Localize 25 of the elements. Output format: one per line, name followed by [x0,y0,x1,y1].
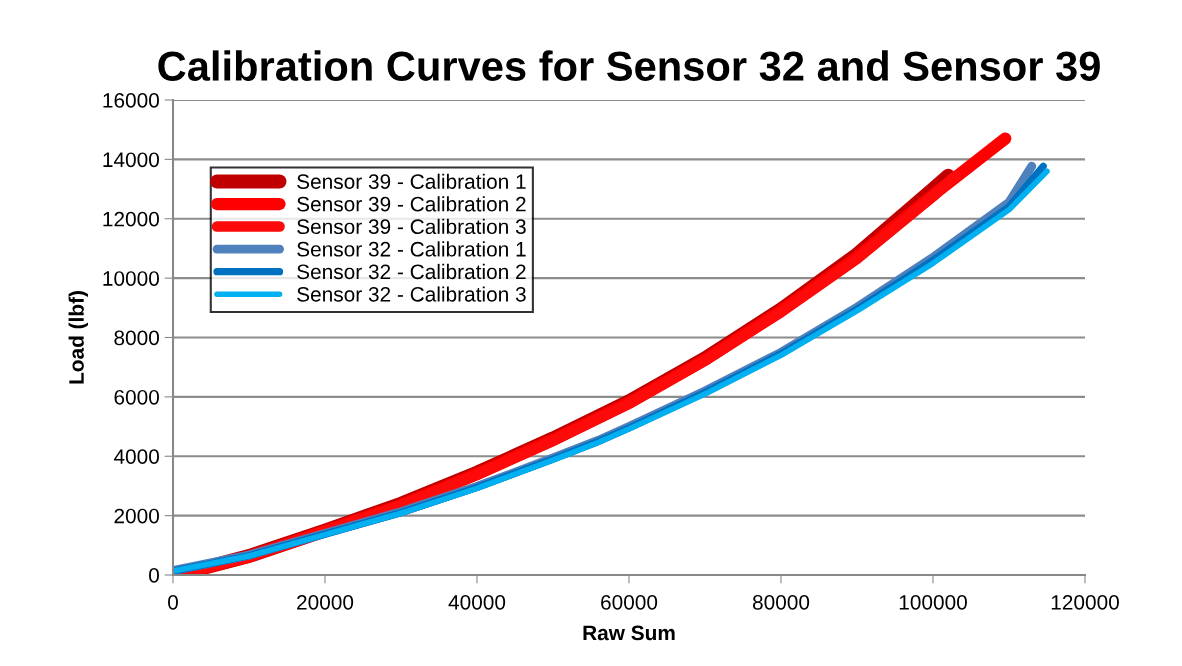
x-axis-title: Raw Sum [583,625,675,641]
y-tick-label: 2000 [114,508,159,524]
y-axis-title: Load (lbf) [68,291,88,384]
y-tick-label: 0 [149,568,159,583]
y-tick-label: 4000 [113,449,159,464]
y-tick-label: 6000 [114,389,159,405]
y-tick-label: 10000 [103,271,159,286]
y-tick-label: 14000 [103,152,159,168]
y-tick-label: 8000 [114,330,159,346]
legend-label: Sensor 32 - Calibration 3 [297,286,526,302]
chart-title: Calibration Curves for Sensor 32 and Sensor 39 [158,50,1100,82]
x-tick-label: 40000 [448,594,506,610]
legend-label: Sensor 39 - Calibration 1 [297,173,526,189]
x-tick-label: 60000 [601,594,658,610]
x-tick-label: 100000 [899,594,967,610]
x-tick-label: 80000 [752,594,810,610]
legend-label: Sensor 39 - Calibration 2 [297,196,526,212]
legend-label: Sensor 39 - Calibration 3 [297,218,526,235]
legend-label: Sensor 32 - Calibration 1 [297,241,526,257]
legend-label: Sensor 32 - Calibration 2 [297,263,526,280]
x-tick-label: 0 [168,594,178,610]
x-tick-label: 20000 [297,594,354,610]
y-tick-label: 16000 [103,93,159,108]
x-tick-label: 120000 [1051,594,1119,610]
y-tick-label: 12000 [103,211,159,227]
